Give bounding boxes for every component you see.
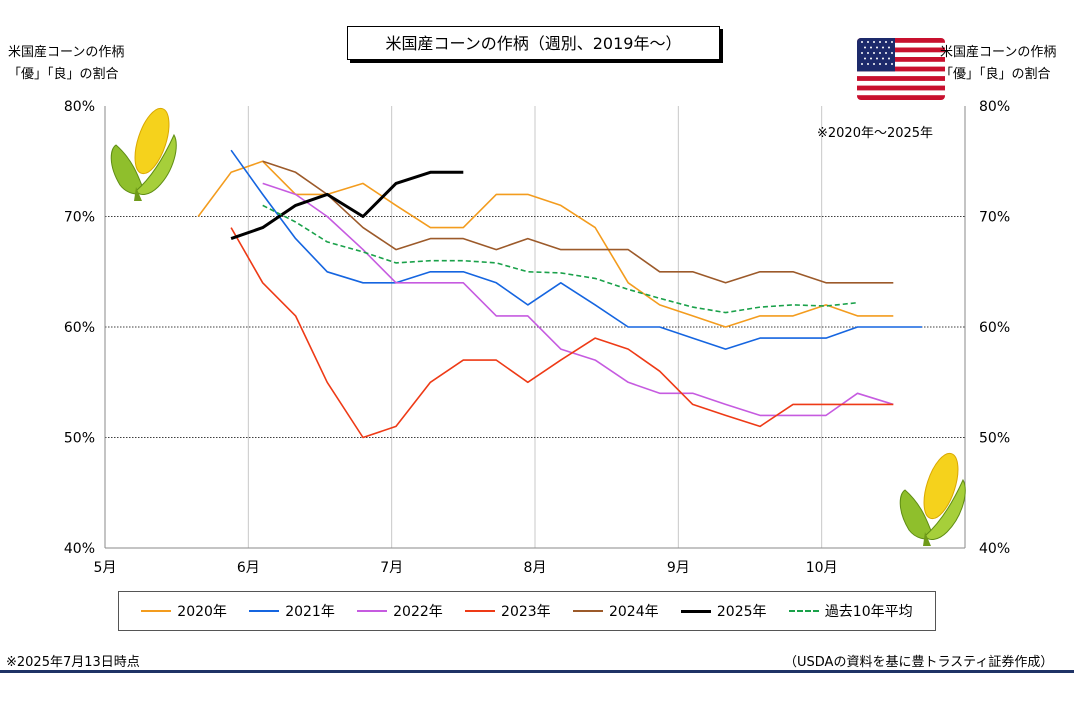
x-tick-label: 8月 — [524, 560, 547, 576]
y-tick-label-left: 60% — [64, 320, 95, 336]
y-tick-label-left: 80% — [64, 99, 95, 115]
footnote-source: （USDAの資料を基に豊トラスティ証券作成） — [784, 655, 1054, 670]
series-line-1 — [230, 149, 922, 350]
legend-swatch — [465, 610, 496, 612]
y-tick-label-right: 80% — [979, 99, 1010, 115]
legend-label: 2020年 — [177, 604, 227, 620]
period-note: ※2020年～2025年 — [817, 126, 934, 141]
legend-swatch — [572, 610, 603, 612]
y-tick-label-left: 50% — [64, 431, 95, 447]
legend-item: 過去10年平均 — [788, 601, 913, 621]
series-line-5 — [230, 170, 464, 241]
x-tick-label: 5月 — [94, 560, 117, 576]
footnote-date: ※2025年7月13日時点 — [6, 655, 140, 670]
legend-label: 2021年 — [285, 604, 335, 620]
legend-label: 過去10年平均 — [824, 604, 913, 620]
legend-swatch — [249, 610, 280, 612]
x-tick-label: 9月 — [667, 560, 690, 576]
y-tick-label-right: 50% — [979, 431, 1010, 447]
y-tick-label-right: 60% — [979, 320, 1010, 336]
series-line-4 — [262, 160, 894, 284]
legend-item: 2024年 — [572, 601, 659, 621]
x-tick-label: 6月 — [237, 560, 260, 576]
legend-label: 2022年 — [393, 604, 443, 620]
legend-swatch — [357, 610, 388, 612]
corn-icon — [110, 107, 177, 201]
series-line-3 — [230, 227, 894, 439]
legend-item: 2021年 — [249, 601, 335, 621]
left-axis-title: 米国産コーンの作柄 「優」「良」の割合 — [8, 42, 124, 86]
series-line-0 — [197, 160, 894, 328]
y-tick-label-left: 40% — [64, 541, 95, 557]
y-tick-label-right: 40% — [979, 541, 1010, 557]
series-line-2 — [262, 182, 894, 417]
legend-label: 2025年 — [716, 604, 767, 620]
legend-swatch — [680, 609, 711, 613]
chart-title: 米国産コーンの作柄（週別、2019年～） — [347, 26, 720, 60]
legend-swatch — [788, 610, 819, 612]
legend-item: 2020年 — [141, 601, 227, 621]
bottom-rule — [0, 670, 1074, 673]
legend-item: 2022年 — [357, 601, 443, 621]
chart-legend: 2020年 2021年 2022年 2023年 2024年 2025年 過去10年平均 — [118, 591, 936, 631]
legend-label: 2024年 — [608, 604, 659, 620]
x-tick-label: 7月 — [380, 560, 403, 576]
right-axis-title-line1: 米国産コーンの作柄 — [940, 45, 1057, 60]
series-line-6 — [262, 204, 858, 314]
right-axis-title-line2: 「優」「良」の割合 — [940, 67, 1051, 82]
corn-icon — [899, 452, 966, 546]
right-axis-title: 米国産コーンの作柄 「優」「良」の割合 — [940, 42, 1056, 86]
left-axis-title-line2: 「優」「良」の割合 — [8, 67, 119, 82]
legend-item: 2023年 — [465, 601, 551, 621]
legend-swatch — [141, 610, 172, 612]
legend-label: 2023年 — [501, 604, 551, 620]
y-tick-label-right: 70% — [979, 210, 1010, 226]
x-tick-label: 10月 — [806, 560, 838, 576]
us-flag-icon — [857, 38, 945, 100]
left-axis-title-line1: 米国産コーンの作柄 — [8, 45, 125, 60]
legend-item: 2025年 — [680, 601, 767, 621]
y-tick-label-left: 70% — [64, 210, 95, 226]
